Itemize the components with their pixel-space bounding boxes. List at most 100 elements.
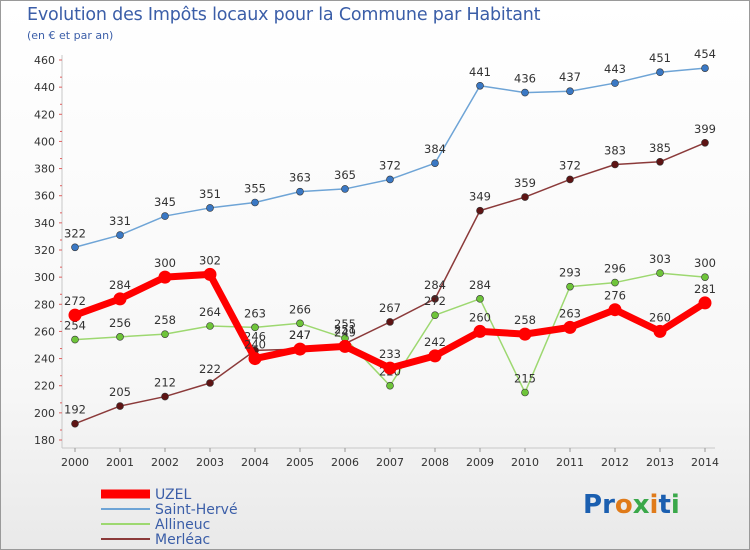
data-label: 441 <box>469 65 491 79</box>
chart-title: Evolution des Impôts locaux pour la Comm… <box>27 5 541 25</box>
data-point <box>653 324 667 338</box>
data-label: 192 <box>64 403 86 417</box>
data-point <box>383 361 397 375</box>
data-label: 322 <box>64 226 86 240</box>
data-label: 454 <box>694 47 716 61</box>
x-tick-label: 2008 <box>421 456 449 469</box>
logo-letter: x <box>632 490 650 520</box>
data-label: 267 <box>379 301 401 315</box>
data-point <box>251 323 259 332</box>
x-tick-label: 2002 <box>151 456 179 469</box>
data-point <box>206 379 214 387</box>
data-label: 254 <box>64 319 86 333</box>
data-point <box>476 81 484 90</box>
data-point <box>521 388 529 397</box>
data-point <box>431 311 439 319</box>
data-label: 296 <box>604 262 626 276</box>
data-point <box>206 322 214 330</box>
data-point <box>611 278 619 287</box>
data-label: 355 <box>244 182 266 196</box>
y-tick-label: 420 <box>34 108 55 121</box>
data-label: 331 <box>109 214 131 228</box>
data-label: 451 <box>649 51 671 65</box>
data-point <box>296 319 304 328</box>
x-tick-label: 2013 <box>646 456 674 469</box>
data-label: 276 <box>604 289 626 303</box>
x-tick-label: 2001 <box>106 456 134 469</box>
data-label: 247 <box>289 328 311 342</box>
data-label: 383 <box>604 144 626 158</box>
data-label: 263 <box>244 306 266 320</box>
data-point <box>71 419 79 428</box>
data-label: 251 <box>334 323 356 337</box>
logo-letter: t <box>658 490 671 520</box>
data-label: 365 <box>334 168 356 182</box>
data-point <box>656 68 664 77</box>
x-tick-label: 2011 <box>556 456 584 469</box>
data-label: 264 <box>199 305 221 319</box>
data-point <box>566 282 574 291</box>
data-point <box>161 330 169 338</box>
data-point <box>338 339 352 353</box>
data-label: 363 <box>289 171 311 185</box>
data-label: 284 <box>424 278 446 292</box>
data-label: 300 <box>154 256 176 270</box>
y-tick-label: 180 <box>34 434 55 447</box>
data-point <box>608 303 622 317</box>
data-point <box>701 138 709 147</box>
data-point <box>518 327 532 341</box>
data-point <box>431 159 439 167</box>
data-label: 260 <box>469 310 491 324</box>
data-point <box>701 273 709 281</box>
data-point <box>656 269 664 277</box>
data-point <box>521 88 529 97</box>
data-point <box>386 175 394 184</box>
data-label: 242 <box>424 335 446 349</box>
data-label: 351 <box>199 187 221 201</box>
legend-label: UZEL <box>155 487 191 503</box>
chart-subtitle: (en € et par an) <box>27 29 114 42</box>
data-point <box>701 64 709 72</box>
data-point <box>476 295 484 303</box>
data-point <box>566 175 574 184</box>
data-point <box>116 333 124 341</box>
y-tick-label: 440 <box>34 81 55 94</box>
data-label: 436 <box>514 72 536 86</box>
data-point <box>431 295 439 303</box>
logo-letter: r <box>602 490 615 520</box>
data-label: 281 <box>694 282 716 296</box>
x-tick-label: 2014 <box>691 456 719 469</box>
data-label: 437 <box>559 70 581 84</box>
data-label: 249 <box>334 325 356 339</box>
data-point <box>71 243 79 252</box>
data-label: 256 <box>109 316 131 330</box>
y-tick-label: 220 <box>34 380 55 393</box>
data-label: 284 <box>469 278 491 292</box>
data-point <box>611 160 619 169</box>
y-tick-label: 300 <box>34 271 55 284</box>
data-label: 233 <box>379 347 401 361</box>
logo-letter: i <box>649 490 659 520</box>
data-point <box>161 392 169 401</box>
x-tick-label: 2007 <box>376 456 404 469</box>
data-point <box>203 267 217 281</box>
data-label: 260 <box>649 310 671 324</box>
data-point <box>161 212 169 220</box>
y-tick-label: 260 <box>34 325 55 338</box>
x-tick-label: 2000 <box>61 456 89 469</box>
data-label: 372 <box>559 158 581 172</box>
data-label: 272 <box>424 294 446 308</box>
logo-letter: o <box>614 490 633 520</box>
legend-label: Merléac <box>155 532 210 548</box>
data-label: 302 <box>199 253 221 267</box>
x-tick-label: 2006 <box>331 456 359 469</box>
x-tick-label: 2010 <box>511 456 539 469</box>
data-point <box>158 270 172 284</box>
data-label: 222 <box>199 362 221 376</box>
y-tick-label: 460 <box>34 54 55 67</box>
data-label: 300 <box>694 256 716 270</box>
legend-label: Saint-Hervé <box>155 502 238 518</box>
data-point <box>386 318 394 326</box>
